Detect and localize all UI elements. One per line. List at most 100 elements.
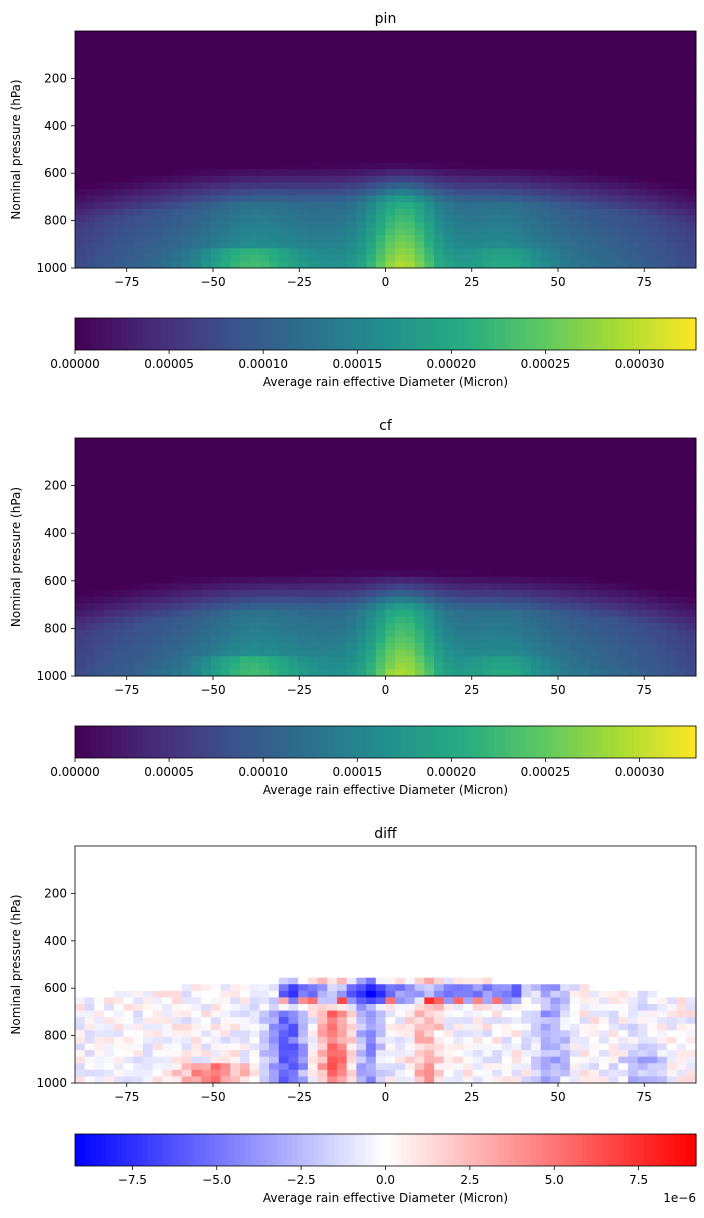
heatmap-cell xyxy=(162,142,173,150)
heatmap-cell xyxy=(472,202,484,210)
heatmap-cell xyxy=(278,195,289,203)
heatmap-cell xyxy=(327,175,338,183)
heatmap-cell xyxy=(94,254,105,262)
heatmap-cell xyxy=(94,510,105,518)
colorbar-segment xyxy=(390,318,397,350)
heatmap-cell xyxy=(317,63,328,71)
heatmap-cell xyxy=(75,103,86,111)
heatmap-cell xyxy=(598,228,610,236)
colorbar-segment xyxy=(654,318,661,350)
heatmap-cell xyxy=(133,77,144,85)
heatmap-cell xyxy=(637,457,648,465)
heatmap-cell xyxy=(482,248,493,256)
heatmap-cell xyxy=(647,254,658,262)
heatmap-cell xyxy=(666,557,678,565)
heatmap-cell xyxy=(172,215,183,223)
heatmap-cell xyxy=(239,110,251,118)
heatmap-cell xyxy=(560,570,571,578)
heatmap-cell xyxy=(84,261,95,269)
heatmap-cell xyxy=(75,169,86,177)
heatmap-cell xyxy=(191,235,202,243)
heatmap-cell xyxy=(317,162,328,170)
heatmap-cell xyxy=(356,136,367,144)
heatmap-cell xyxy=(298,136,309,144)
heatmap-cell xyxy=(550,563,561,571)
heatmap-cell xyxy=(637,497,648,505)
heatmap-cell xyxy=(201,228,212,236)
heatmap-cell xyxy=(589,208,600,216)
heatmap-cell xyxy=(453,241,464,249)
heatmap-cell xyxy=(453,50,464,58)
heatmap-cell xyxy=(142,629,154,637)
heatmap-cell xyxy=(298,636,309,644)
heatmap-cell xyxy=(686,629,697,637)
heatmap-cell xyxy=(657,464,668,472)
heatmap-cell xyxy=(414,129,425,137)
colorbar-segment xyxy=(551,726,557,758)
colorbar-segment xyxy=(121,318,128,350)
heatmap-cell xyxy=(521,537,532,545)
heatmap-cell xyxy=(181,609,192,617)
heatmap-cell xyxy=(356,235,367,243)
heatmap-cell xyxy=(307,96,319,104)
x-tick-label: 25 xyxy=(464,275,479,289)
heatmap-cell xyxy=(123,202,134,210)
heatmap-cell xyxy=(686,471,697,479)
heatmap-cell xyxy=(395,576,406,584)
heatmap-cell xyxy=(162,656,173,664)
heatmap-cell xyxy=(75,905,86,913)
heatmap-cell xyxy=(317,583,328,591)
heatmap-cell xyxy=(94,235,105,243)
heatmap-cell xyxy=(686,169,697,177)
heatmap-cell xyxy=(278,543,289,551)
heatmap-cell xyxy=(463,477,474,485)
heatmap-cell xyxy=(550,570,561,578)
heatmap-cell xyxy=(220,136,231,144)
heatmap-cell xyxy=(288,603,299,611)
heatmap-cell xyxy=(239,261,251,269)
heatmap-cell xyxy=(501,149,513,157)
heatmap-cell xyxy=(647,175,658,183)
heatmap-cell xyxy=(278,83,289,91)
heatmap-cell xyxy=(288,523,299,532)
heatmap-cell xyxy=(434,616,445,624)
heatmap-cell xyxy=(521,616,532,624)
heatmap-cell xyxy=(676,221,687,229)
heatmap-cell xyxy=(327,444,338,452)
heatmap-cell xyxy=(366,57,377,65)
colorbar-segment xyxy=(675,318,682,350)
heatmap-cell xyxy=(424,44,435,52)
heatmap-cell xyxy=(637,464,648,472)
heatmap-cell xyxy=(307,623,319,631)
heatmap-cell xyxy=(269,656,280,664)
heatmap-cell xyxy=(472,583,484,591)
heatmap-cell xyxy=(550,261,561,269)
heatmap-cell xyxy=(637,169,648,177)
heatmap-cell xyxy=(395,202,406,210)
heatmap-cell xyxy=(210,669,222,677)
heatmap-cell xyxy=(511,182,522,190)
heatmap-cell xyxy=(589,202,600,210)
heatmap-cell xyxy=(637,477,648,485)
heatmap-cell xyxy=(686,656,697,664)
heatmap-cell xyxy=(463,471,474,479)
heatmap-cell xyxy=(210,169,222,177)
heatmap-cell xyxy=(531,175,542,183)
heatmap-cell xyxy=(104,530,115,538)
heatmap-cell xyxy=(104,537,115,545)
heatmap-cell xyxy=(259,208,270,216)
heatmap-cell xyxy=(598,57,610,65)
colorbar-segment xyxy=(608,726,614,758)
heatmap-cell xyxy=(686,484,697,492)
colorbar-segment xyxy=(209,318,216,350)
colorbar-segment xyxy=(680,318,687,350)
heatmap-cell xyxy=(628,254,639,262)
heatmap-cell xyxy=(298,195,309,203)
colorbar-segment xyxy=(131,726,138,758)
heatmap-cell xyxy=(472,477,484,485)
heatmap-cell xyxy=(453,438,464,446)
heatmap-cell xyxy=(550,248,561,256)
heatmap-cell xyxy=(201,83,212,91)
heatmap-cell xyxy=(288,50,299,58)
heatmap-cell xyxy=(269,254,280,262)
